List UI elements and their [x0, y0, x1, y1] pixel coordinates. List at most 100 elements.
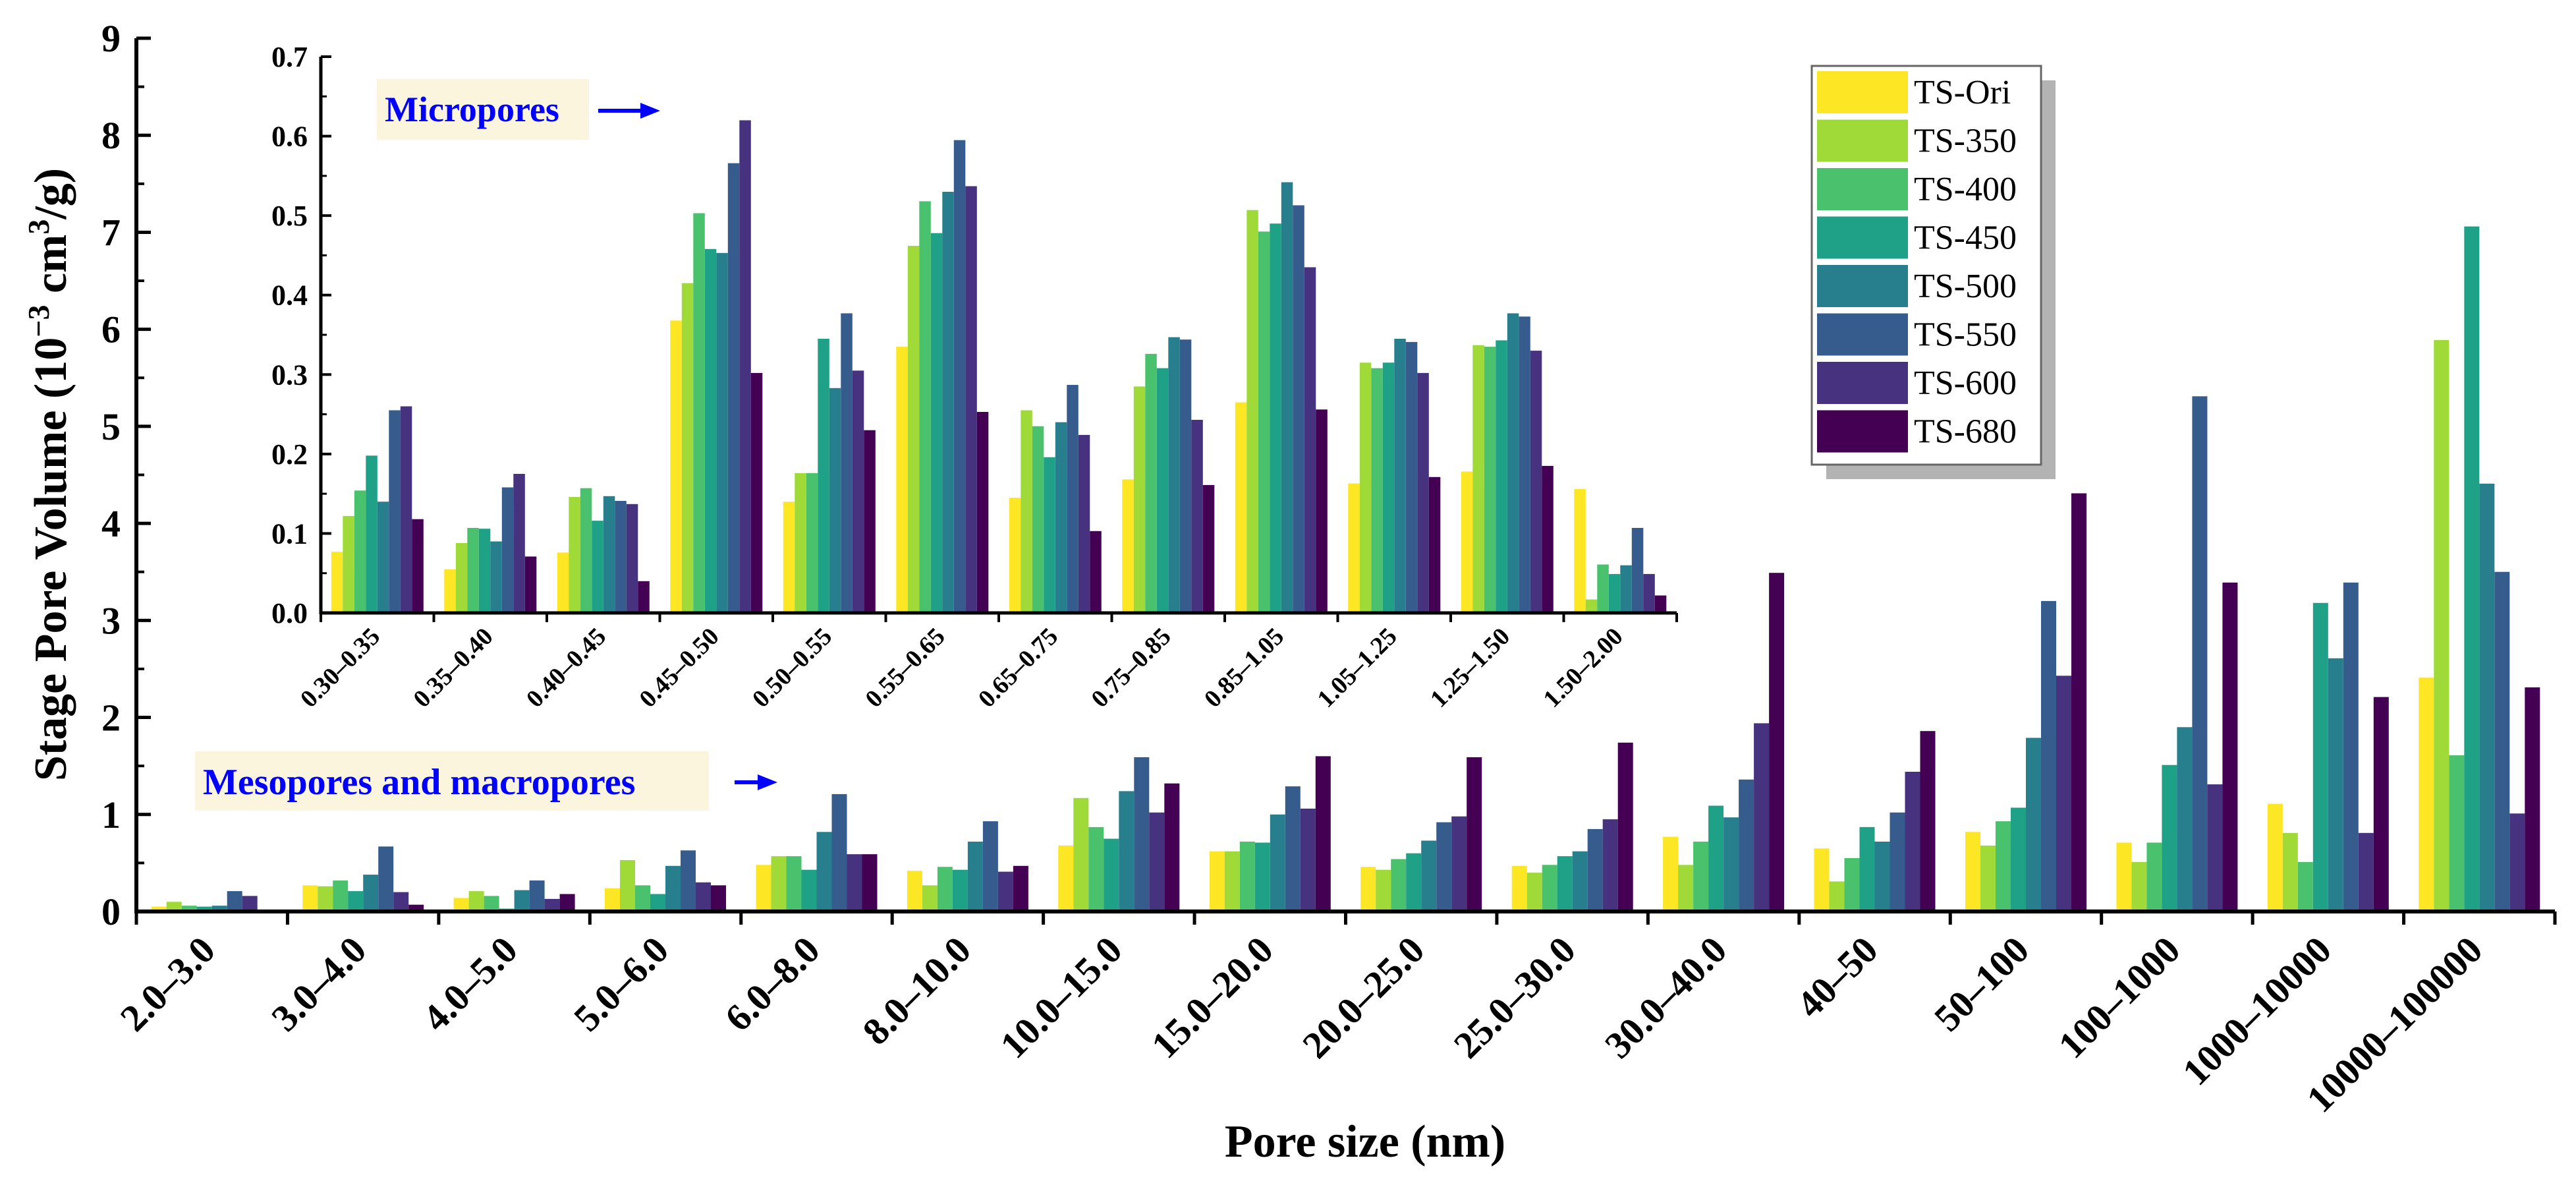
- inset-bar-ts-550-8: [1293, 205, 1304, 613]
- inset-bar-ts-ori-3: [670, 320, 682, 613]
- bar-ts-400-10: [1693, 842, 1709, 911]
- y-tick-label: 5: [101, 405, 121, 448]
- bar-ts-600-5: [997, 871, 1013, 911]
- bar-ts-600-11: [1905, 772, 1920, 911]
- bar-ts-500-0: [211, 906, 227, 911]
- bar-ts-500-3: [665, 865, 681, 911]
- inset-bar-ts-450-6: [1044, 457, 1055, 613]
- inset-bar-ts-400-5: [919, 201, 931, 613]
- bar-ts-ori-8: [1360, 867, 1376, 911]
- bar-ts-600-2: [544, 898, 560, 911]
- inset-bar-ts-550-5: [953, 140, 966, 614]
- inset-bar-ts-550-1: [501, 487, 514, 613]
- inset-bar-ts-550-11: [1631, 528, 1644, 613]
- bar-ts-500-1: [363, 875, 379, 911]
- bar-ts-550-15: [2494, 571, 2510, 911]
- bar-ts-500-2: [514, 890, 530, 911]
- bar-ts-ori-13: [2116, 842, 2132, 911]
- bar-ts-600-1: [393, 892, 409, 911]
- bar-ts-450-13: [2162, 765, 2177, 911]
- y-tick-label: 1: [101, 794, 121, 836]
- bar-ts-400-6: [1088, 826, 1104, 911]
- inset-bar-ts-500-2: [603, 496, 615, 613]
- inset-bar-ts-400-9: [1371, 368, 1383, 613]
- bar-ts-550-9: [1587, 828, 1603, 911]
- inset-y-tick-label: 0.4: [271, 279, 308, 312]
- bar-ts-400-0: [181, 906, 197, 911]
- inset-bar-ts-350-10: [1472, 345, 1484, 613]
- bar-ts-450-5: [952, 869, 968, 911]
- bar-ts-450-7: [1254, 842, 1270, 911]
- bar-ts-450-12: [2011, 807, 2026, 911]
- bar-ts-400-5: [937, 867, 953, 911]
- bar-ts-550-12: [2041, 600, 2056, 911]
- inset-bar-ts-350-9: [1359, 362, 1372, 613]
- annotation-micropores: Micropores: [385, 90, 559, 129]
- legend-label-ts-500: TS-500: [1914, 268, 2017, 305]
- bar-ts-600-13: [2207, 784, 2223, 911]
- inset-bar-ts-350-7: [1133, 386, 1146, 613]
- bar-ts-450-9: [1557, 856, 1573, 911]
- inset-bar-ts-450-7: [1156, 368, 1169, 613]
- legend-label-ts-680: TS-680: [1914, 413, 2017, 451]
- bar-ts-350-4: [771, 856, 787, 911]
- bar-ts-550-13: [2192, 396, 2208, 912]
- bar-ts-ori-15: [2419, 678, 2434, 911]
- bar-ts-350-0: [166, 902, 182, 911]
- inset-bar-ts-600-1: [513, 474, 525, 613]
- bar-ts-600-3: [696, 882, 711, 911]
- bar-ts-680-15: [2525, 687, 2540, 911]
- legend-swatch-ts-600: [1817, 362, 1908, 404]
- inset-bar-ts-600-8: [1304, 267, 1316, 613]
- bar-ts-550-0: [227, 891, 242, 911]
- bar-ts-ori-1: [302, 885, 318, 912]
- inset-bar-ts-680-9: [1428, 477, 1441, 613]
- bar-ts-350-2: [468, 891, 484, 911]
- bar-ts-400-7: [1239, 842, 1255, 911]
- bar-ts-550-11: [1890, 812, 1905, 911]
- bar-ts-450-1: [348, 891, 364, 911]
- bar-ts-350-13: [2131, 861, 2147, 911]
- bar-ts-ori-12: [1965, 832, 1980, 911]
- inset-bar-ts-680-0: [412, 519, 424, 613]
- bar-ts-600-7: [1300, 808, 1316, 911]
- bar-ts-350-7: [1224, 851, 1240, 911]
- bar-ts-680-10: [1769, 573, 1785, 911]
- y-tick-label: 6: [101, 308, 121, 351]
- inset-y-tick-label: 0.5: [271, 200, 308, 232]
- inset-bar-ts-450-11: [1608, 573, 1621, 613]
- inset-bar-ts-500-3: [716, 252, 728, 613]
- bar-ts-400-1: [333, 880, 349, 911]
- bar-ts-680-8: [1467, 757, 1482, 911]
- bar-ts-550-10: [1739, 779, 1754, 911]
- bar-ts-500-5: [967, 842, 983, 911]
- bar-ts-680-5: [1013, 865, 1028, 911]
- inset-bar-ts-600-10: [1530, 351, 1542, 613]
- inset-y-tick-label: 0.6: [271, 121, 308, 153]
- inset-bar-ts-680-7: [1202, 484, 1215, 613]
- bar-ts-400-3: [635, 885, 650, 912]
- bar-ts-ori-14: [2267, 803, 2283, 911]
- inset-bar-ts-550-6: [1067, 385, 1078, 613]
- legend-swatch-ts-ori: [1817, 71, 1908, 113]
- inset-bar-ts-ori-7: [1122, 479, 1134, 613]
- bar-ts-450-4: [801, 869, 817, 911]
- inset-bar-ts-600-9: [1417, 372, 1429, 613]
- bar-ts-450-3: [650, 894, 665, 911]
- inset-bar-ts-500-5: [942, 192, 954, 613]
- y-tick-label: 4: [101, 502, 121, 545]
- bar-ts-600-10: [1754, 723, 1770, 911]
- inset-bar-ts-680-1: [524, 556, 537, 613]
- inset-bar-ts-ori-2: [557, 552, 569, 613]
- bar-ts-500-10: [1723, 817, 1739, 911]
- inset-bar-ts-550-7: [1179, 339, 1192, 613]
- y-tick-label: 3: [101, 599, 121, 642]
- bar-ts-680-12: [2071, 493, 2086, 911]
- inset-bar-ts-450-2: [592, 521, 603, 613]
- inset-y-tick-label: 0.1: [271, 517, 308, 550]
- inset-bar-ts-ori-4: [783, 502, 795, 613]
- bar-ts-400-2: [484, 896, 499, 911]
- bar-ts-550-7: [1285, 786, 1301, 911]
- inset-bar-ts-680-10: [1542, 465, 1554, 613]
